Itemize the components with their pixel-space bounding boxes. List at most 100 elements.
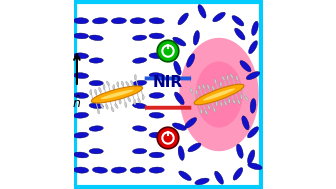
Ellipse shape xyxy=(250,98,256,113)
Ellipse shape xyxy=(134,74,136,80)
Ellipse shape xyxy=(172,123,186,130)
Ellipse shape xyxy=(130,81,134,85)
Ellipse shape xyxy=(121,81,124,86)
Ellipse shape xyxy=(117,82,119,87)
Ellipse shape xyxy=(149,152,164,158)
Ellipse shape xyxy=(89,58,103,63)
Ellipse shape xyxy=(100,104,103,109)
Ellipse shape xyxy=(232,15,244,26)
Ellipse shape xyxy=(133,80,147,86)
Ellipse shape xyxy=(222,76,225,81)
Ellipse shape xyxy=(198,5,206,18)
Ellipse shape xyxy=(134,100,136,105)
Ellipse shape xyxy=(125,102,127,108)
Ellipse shape xyxy=(198,85,201,90)
Ellipse shape xyxy=(128,97,131,102)
Ellipse shape xyxy=(193,31,200,45)
Ellipse shape xyxy=(97,109,100,114)
Ellipse shape xyxy=(130,18,145,24)
Ellipse shape xyxy=(252,21,258,36)
Ellipse shape xyxy=(179,171,191,181)
Ellipse shape xyxy=(74,93,89,98)
Ellipse shape xyxy=(133,126,147,131)
Text: $\hat{n}$: $\hat{n}$ xyxy=(72,94,81,111)
Ellipse shape xyxy=(242,116,249,130)
Ellipse shape xyxy=(178,146,184,160)
Ellipse shape xyxy=(149,18,164,24)
Ellipse shape xyxy=(74,18,89,24)
Ellipse shape xyxy=(179,38,259,151)
Circle shape xyxy=(157,127,179,149)
Ellipse shape xyxy=(186,54,195,67)
Ellipse shape xyxy=(200,109,202,114)
Ellipse shape xyxy=(149,93,164,98)
Ellipse shape xyxy=(89,103,103,108)
Ellipse shape xyxy=(111,167,126,173)
Ellipse shape xyxy=(106,104,108,109)
Ellipse shape xyxy=(149,167,164,173)
Ellipse shape xyxy=(92,18,108,24)
Ellipse shape xyxy=(138,98,141,103)
Ellipse shape xyxy=(89,81,103,86)
Ellipse shape xyxy=(115,104,118,108)
Ellipse shape xyxy=(185,118,197,128)
Ellipse shape xyxy=(149,132,164,138)
Ellipse shape xyxy=(74,132,89,138)
Ellipse shape xyxy=(90,89,92,95)
Ellipse shape xyxy=(248,163,262,170)
Ellipse shape xyxy=(94,89,97,94)
Ellipse shape xyxy=(133,149,147,154)
Ellipse shape xyxy=(133,103,147,109)
Ellipse shape xyxy=(203,88,235,101)
Ellipse shape xyxy=(74,53,89,59)
Ellipse shape xyxy=(248,150,255,164)
Ellipse shape xyxy=(106,81,110,86)
Ellipse shape xyxy=(220,81,222,87)
Ellipse shape xyxy=(188,143,201,152)
Ellipse shape xyxy=(226,75,229,80)
Ellipse shape xyxy=(174,92,184,105)
Ellipse shape xyxy=(194,84,244,105)
Ellipse shape xyxy=(237,144,243,158)
Ellipse shape xyxy=(92,167,108,173)
Ellipse shape xyxy=(233,99,236,104)
Ellipse shape xyxy=(98,87,101,92)
Ellipse shape xyxy=(74,73,89,78)
Ellipse shape xyxy=(230,74,234,78)
Ellipse shape xyxy=(202,84,205,89)
Ellipse shape xyxy=(91,86,142,103)
Ellipse shape xyxy=(190,88,193,93)
Ellipse shape xyxy=(196,61,243,128)
Ellipse shape xyxy=(126,81,129,86)
Ellipse shape xyxy=(100,90,134,99)
Ellipse shape xyxy=(174,61,181,75)
Ellipse shape xyxy=(178,13,188,25)
Ellipse shape xyxy=(119,99,121,104)
Ellipse shape xyxy=(215,171,223,184)
Ellipse shape xyxy=(249,41,257,54)
Ellipse shape xyxy=(149,33,164,39)
Ellipse shape xyxy=(245,96,248,101)
Ellipse shape xyxy=(74,112,89,118)
Ellipse shape xyxy=(133,35,147,40)
Ellipse shape xyxy=(246,72,260,80)
Ellipse shape xyxy=(111,107,114,112)
Ellipse shape xyxy=(224,101,227,105)
Ellipse shape xyxy=(149,73,164,78)
Ellipse shape xyxy=(133,58,147,63)
Ellipse shape xyxy=(173,37,186,46)
Ellipse shape xyxy=(236,76,238,81)
Ellipse shape xyxy=(149,112,164,118)
Ellipse shape xyxy=(240,94,243,99)
FancyBboxPatch shape xyxy=(75,2,261,187)
Ellipse shape xyxy=(205,110,208,115)
Ellipse shape xyxy=(216,101,218,106)
Ellipse shape xyxy=(220,101,223,107)
Circle shape xyxy=(157,40,179,62)
Ellipse shape xyxy=(74,167,89,173)
Ellipse shape xyxy=(74,33,89,39)
Ellipse shape xyxy=(213,12,225,22)
Ellipse shape xyxy=(235,28,245,40)
Ellipse shape xyxy=(130,167,145,173)
Ellipse shape xyxy=(103,84,105,90)
